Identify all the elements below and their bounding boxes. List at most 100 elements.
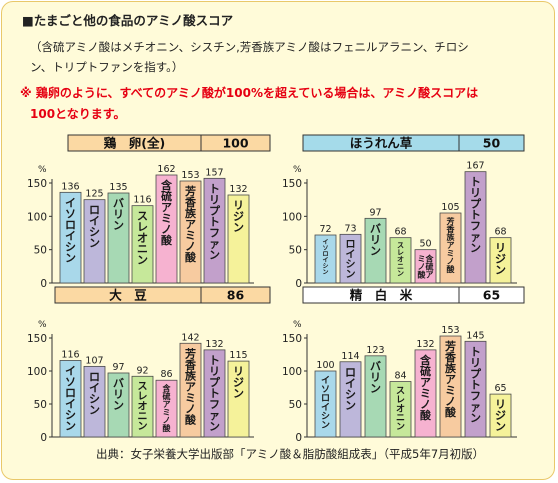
bar-value-label: 145 xyxy=(466,330,484,341)
y-tick-label: 50 xyxy=(289,245,302,257)
bar-category-label: イソロイシン xyxy=(321,375,330,431)
bar-category-label: スレオニン xyxy=(138,380,148,432)
bar-value-label: 142 xyxy=(181,332,199,343)
bar-category-label: イソロイシン xyxy=(322,239,328,276)
bar-value-label: 132 xyxy=(416,339,434,350)
chart-title-box xyxy=(67,134,271,152)
bar xyxy=(179,342,202,438)
y-tick-label: 0 xyxy=(40,278,47,290)
bar-value-label: 136 xyxy=(61,181,79,192)
amino-acid-score: 100 xyxy=(222,136,248,151)
bar-category-label: 含硫アミノ酸 xyxy=(163,383,172,433)
bar-value-label: 68 xyxy=(494,227,506,238)
bar-category-label: トリプトファン xyxy=(470,345,482,424)
bar xyxy=(83,199,106,284)
bar-category-label: ロイシン xyxy=(346,239,356,280)
y-tick-label: 150 xyxy=(27,333,47,345)
bar-value-label: 50 xyxy=(419,239,431,250)
bar-value-label: 65 xyxy=(494,383,506,394)
y-tick-label: 50 xyxy=(34,245,47,257)
y-tick-label: 0 xyxy=(295,278,302,290)
bar-category-label: 芳香族アミノ酸 xyxy=(446,216,456,274)
bar xyxy=(83,365,106,438)
y-tick-label: 100 xyxy=(282,366,302,378)
bar xyxy=(155,174,178,284)
bar-value-label: 125 xyxy=(85,189,103,200)
bar-value-label: 114 xyxy=(341,351,359,362)
bar-category-label: バリン xyxy=(370,360,381,395)
bar xyxy=(314,370,337,438)
bar-category-label: バリン xyxy=(113,197,124,232)
bar-category-label: リジン xyxy=(495,398,506,433)
bar-value-label: 116 xyxy=(61,349,79,360)
chart-title: 大 豆 xyxy=(109,288,147,303)
note-line-1: （含硫アミノ酸はメチオニン、シスチン,芳香族アミノ酸はフェニルアラニン、チロシ xyxy=(30,40,469,54)
bar-category-label: 含硫アミノ酸 xyxy=(160,178,173,247)
bar-category-label: バリン xyxy=(113,377,124,412)
y-tick-label: 100 xyxy=(27,366,47,378)
bar xyxy=(131,375,154,438)
bar-category-label: リジン xyxy=(233,199,244,234)
bar-category-label: スレオニン xyxy=(137,210,148,267)
bar xyxy=(364,217,387,284)
bar xyxy=(131,205,154,284)
bar-value-label: 115 xyxy=(229,350,247,361)
bar xyxy=(464,171,487,284)
y-axis-unit: % xyxy=(38,165,47,175)
bar xyxy=(414,349,437,438)
bar-value-label: 86 xyxy=(160,369,172,380)
chart-title-box xyxy=(302,134,525,152)
bar-category-label: バリン xyxy=(370,222,381,257)
bar xyxy=(439,335,462,438)
chart-title: ほうれん草 xyxy=(350,136,413,151)
bar xyxy=(203,349,226,438)
bar-value-label: 157 xyxy=(205,167,223,178)
bar-category-label: トリプトファン xyxy=(470,176,482,255)
bar-category-label: 含硫アミノ酸 xyxy=(419,353,432,422)
bar-value-label: 167 xyxy=(466,161,484,172)
bar-category-label: 芳香族アミノ酸 xyxy=(184,184,197,264)
y-tick-label: 100 xyxy=(27,211,47,223)
y-tick-label: 100 xyxy=(282,211,302,223)
chart-title-box xyxy=(54,286,271,304)
bar xyxy=(489,393,512,438)
bar-category-label: 含硫アミノ酸 xyxy=(418,254,435,280)
bar xyxy=(314,234,337,284)
bar-value-label: 153 xyxy=(181,170,199,181)
bar xyxy=(227,194,250,284)
source-citation: 出典：女子栄養大学出版部「アミノ酸＆脂肪酸組成表」（平成5年7月初版） xyxy=(96,447,485,461)
note-line-2: ン、トリプトファンを指す。） xyxy=(30,60,184,74)
bar-category-label: 芳香族アミノ酸 xyxy=(184,346,197,426)
bar xyxy=(179,180,202,284)
bar-category-label: ロイシン xyxy=(89,204,100,250)
bar xyxy=(464,340,487,438)
bar-value-label: 68 xyxy=(394,227,406,238)
y-tick-label: 50 xyxy=(34,399,47,411)
bar-category-label: スレオニン xyxy=(396,386,405,433)
bar-value-label: 100 xyxy=(316,360,334,371)
bar-category-label: ロイシン xyxy=(89,370,100,416)
bar xyxy=(107,372,130,438)
y-tick-label: 150 xyxy=(282,333,302,345)
bar-value-label: 105 xyxy=(441,202,459,213)
y-tick-label: 150 xyxy=(27,178,47,190)
bar-value-label: 132 xyxy=(205,339,223,350)
bar-category-label: スレオニン xyxy=(397,242,404,278)
y-tick-label: 0 xyxy=(295,432,302,444)
bar-value-label: 72 xyxy=(319,224,331,235)
bar-value-label: 116 xyxy=(133,195,151,206)
bar-category-label: イソロイシン xyxy=(65,364,76,432)
amino-acid-score: 50 xyxy=(483,136,501,151)
bar xyxy=(414,249,437,284)
warning-line-1: ※ 鶏卵のように、すべてのアミノ酸が100%を超えている場合は、アミノ酸スコアは xyxy=(20,86,479,100)
bar-category-label: ロイシン xyxy=(345,366,356,412)
bar-value-label: 97 xyxy=(369,207,381,218)
amino-acid-score: 65 xyxy=(483,288,500,303)
y-axis-unit: % xyxy=(38,320,47,330)
chart-title: 鶏 卵(全) xyxy=(104,136,165,151)
bar-category-label: トリプトファン xyxy=(209,354,221,433)
bar xyxy=(59,360,82,438)
bar xyxy=(339,233,362,284)
chart-title: 精 白 米 xyxy=(350,288,413,303)
